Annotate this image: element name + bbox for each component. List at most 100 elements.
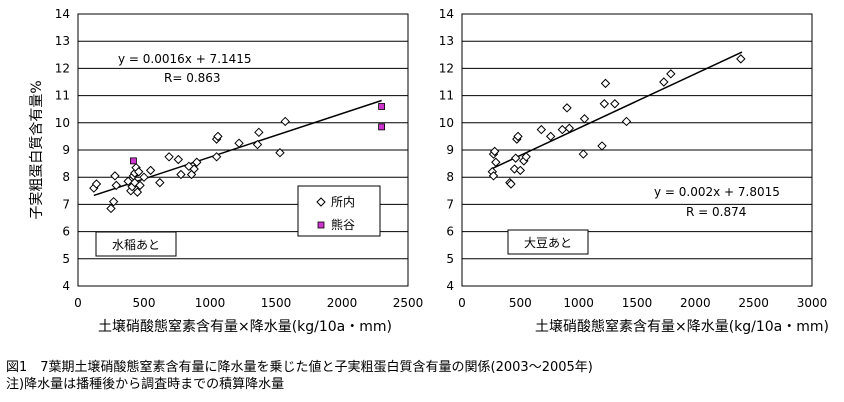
chart-left-y-tick-label: 10: [55, 116, 70, 130]
chart-left-point-series2: [378, 103, 386, 110]
chart-left-point-series1: [155, 177, 165, 188]
figure-note: 注)降水量は播種後から調査時までの積算降水量: [6, 377, 285, 392]
chart-right-point-series1: [564, 123, 575, 133]
chart-left-point-series1: [110, 171, 120, 181]
chart-right-point-series1: [536, 124, 547, 135]
chart-left-point-series2: [130, 157, 137, 165]
chart-left-point-series1: [91, 179, 102, 189]
chart-right-point-series1: [600, 78, 611, 89]
chart-left-x-tick-label: 1500: [261, 296, 292, 310]
chart-left-equation: y = 0.0016x + 7.1415: [118, 52, 252, 66]
chart-right-point-series1: [513, 131, 523, 142]
chart-left-r-value: R= 0.863: [164, 71, 221, 85]
chart-right-y-tick-label: 10: [439, 116, 454, 130]
chart-left: 4 5 6 7 8 9 10 11 12 13 14 0 500 1000 1500 2000 2500 y …: [55, 7, 424, 335]
chart-left-point-series1: [135, 180, 145, 191]
chart-right-point-series1: [578, 149, 589, 159]
chart-right-y-tick-label: 12: [439, 61, 454, 75]
chart-right-y-tick-label: 9: [446, 143, 454, 157]
chart-right-y-tick-labels: 4 5 6 7 8 9 10 11 12 13 14: [439, 7, 454, 293]
chart-left-y-tick-label: 4: [62, 279, 70, 293]
chart-left-y-tick-label: 5: [62, 252, 70, 266]
chart-left-point-series1: [252, 139, 263, 150]
chart-left-x-axis-title: 土壌硝酸態窒素含有量×降水量(kg/10a・mm): [98, 318, 392, 335]
chart-right-plot-area: [461, 13, 813, 287]
chart-right-point-series1: [659, 77, 669, 87]
chart-right-point-series1: [579, 114, 590, 124]
chart-right-point-series1: [488, 171, 499, 181]
chart-right-point-series1: [599, 99, 610, 109]
chart-left-y-tick-label: 9: [62, 143, 70, 157]
chart-right-point-series1: [666, 69, 676, 79]
chart-right-point-series1: [506, 179, 516, 189]
chart-left-point-series1: [145, 165, 156, 176]
chart-left-point-series1: [275, 148, 285, 158]
chart-right-x-tick-label: 3000: [797, 296, 828, 310]
chart-right-points: [487, 54, 746, 189]
chart-left-plot-area: [77, 13, 409, 287]
chart-left-point-series1: [164, 152, 174, 162]
chart-left-y-tick-label: 12: [55, 61, 70, 75]
chart-right-equation: y = 0.002x + 7.8015: [654, 185, 780, 199]
chart-left-y-tick-labels: 4 5 6 7 8 9 10 11 12 13 14: [55, 7, 70, 293]
chart-left-y-tick-label: 13: [55, 34, 70, 48]
chart-left-point-series1: [123, 176, 133, 186]
chart-right-y-tick-label: 8: [446, 170, 454, 184]
chart-right-x-axis-title: 土壌硝酸態窒素含有量×降水量(kg/10a・mm): [535, 318, 829, 335]
chart-right-y-tick-label: 6: [446, 225, 454, 239]
legend-label-shonai: 所内: [331, 195, 355, 209]
chart-left-point-series1: [132, 187, 143, 197]
chart-right-point-series1: [610, 99, 620, 109]
chart-left-point-series1: [189, 164, 199, 174]
chart-right-point-series1: [521, 152, 531, 162]
chart-right-point-series1: [597, 141, 607, 151]
figure-caption: 図1 7葉期土壌硝酸態窒素含有量に降水量を乗じた値と子実粗蛋白質含有量の関係(2…: [6, 360, 593, 375]
chart-right-x-tick-label: 1500: [622, 296, 653, 310]
chart-left-y-tick-label: 14: [55, 7, 70, 21]
chart-right-point-series1: [510, 153, 521, 163]
chart-left-point-series1: [234, 138, 244, 148]
legend-marker-shonai: [316, 197, 326, 207]
chart-left-point-series1: [134, 167, 144, 177]
chart-left-point-series2: [378, 123, 386, 131]
chart-left-legend-box: [297, 185, 381, 237]
chart-right-point-series1: [515, 165, 526, 176]
chart-left-y-tick-label: 11: [55, 89, 70, 103]
chart-right-y-tick-label: 13: [439, 34, 454, 48]
chart-left-point-series1: [176, 169, 186, 180]
chart-right-point-series1: [491, 157, 501, 167]
chart-right-y-tick-label: 7: [446, 197, 454, 211]
chart-left-x-tick-label: 2000: [327, 296, 358, 310]
chart-left-points: [89, 103, 386, 214]
chart-left-point-series1: [173, 154, 184, 165]
chart-right-label: 大豆あと: [524, 236, 572, 250]
chart-right-x-tick-label: 1000: [563, 296, 594, 310]
chart-right-y-tick-label: 11: [439, 89, 454, 103]
chart-right-point-series1: [562, 103, 572, 113]
chart-right-point-series1: [736, 54, 746, 64]
chart-right-x-tick-label: 2500: [738, 296, 769, 310]
legend-label-kumagaya: 熊谷: [331, 217, 355, 232]
chart-right: 4 5 6 7 8 9 10 11 12 13 14 0 500 1000 1500 2000 2500 300…: [439, 7, 829, 335]
chart-left-x-tick-label: 2500: [393, 296, 424, 310]
chart-left-point-series1: [108, 196, 119, 207]
figure: 子実粗蛋白質含有量% 4 5 6 7 8 9 10 11 12 13 14 0 500 1000 1500…: [29, 7, 829, 335]
chart-left-y-tick-label: 8: [62, 170, 70, 184]
chart-right-x-tick-label: 2000: [680, 296, 711, 310]
chart-right-y-tick-label: 4: [446, 279, 454, 293]
chart-left-point-series1: [213, 131, 223, 142]
chart-left-point-series1: [211, 152, 222, 162]
chart-right-y-tick-label: 5: [446, 252, 454, 266]
chart-left-x-tick-label: 1000: [195, 296, 226, 310]
chart-left-y-tick-label: 6: [62, 225, 70, 239]
chart-left-y-tick-label: 7: [62, 197, 70, 211]
legend-marker-kumagaya: [317, 221, 325, 229]
chart-right-point-series1: [545, 131, 556, 142]
chart-left-x-tick-label: 0: [74, 296, 82, 310]
y-axis-title: 子実粗蛋白質含有量%: [29, 80, 45, 219]
chart-right-trendline: [490, 51, 743, 170]
chart-right-x-tick-label: 0: [458, 296, 466, 310]
chart-right-grid: [462, 40, 812, 260]
chart-left-point-series1: [280, 116, 290, 127]
chart-right-y-tick-label: 14: [439, 7, 454, 21]
